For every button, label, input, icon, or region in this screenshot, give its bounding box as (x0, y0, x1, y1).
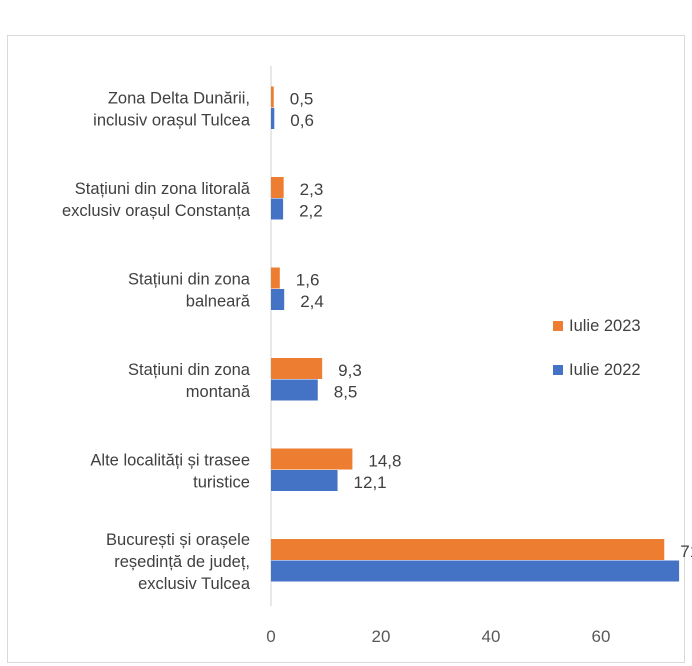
bar-iulie-2023 (271, 358, 323, 379)
category-label: reședință de județ, (114, 553, 250, 571)
data-label: 2,2 (299, 202, 323, 221)
bar-iulie-2022 (271, 289, 285, 310)
data-label: 14,8 (368, 452, 401, 471)
category-label: București și orașele (106, 531, 250, 549)
category-label: Stațiuni din zona litorală (75, 180, 251, 198)
category-label: Stațiuni din zona (128, 361, 251, 379)
category-label: turistice (193, 474, 250, 492)
legend-label: Iulie 2023 (569, 317, 641, 335)
bar-iulie-2023 (271, 177, 284, 198)
bar-iulie-2022 (271, 379, 318, 401)
category-label: exclusiv Tulcea (138, 575, 251, 593)
x-tick-label: 60 (592, 627, 611, 646)
data-label: 12,1 (354, 473, 387, 492)
x-tick-label: 20 (372, 627, 391, 646)
data-label: 9,3 (338, 361, 362, 380)
category-label: Alte localități și trasee (90, 452, 250, 470)
data-label: 0,6 (290, 111, 314, 130)
data-label: 2,3 (300, 180, 324, 199)
category-label: Stațiuni din zona (128, 271, 251, 289)
x-tick-label: 0 (266, 627, 275, 646)
x-tick-label: 40 (482, 627, 501, 646)
bar-iulie-2023 (271, 448, 353, 470)
data-label: 71,5 (680, 542, 692, 561)
bar-iulie-2023 (271, 539, 665, 560)
data-label: 0,5 (290, 90, 314, 109)
data-label: 1,6 (296, 271, 320, 290)
bar-iulie-2022 (271, 108, 275, 129)
data-label: 2,4 (300, 292, 324, 311)
category-label: exclusiv orașul Constanța (62, 202, 251, 220)
legend-swatch (553, 365, 563, 375)
bar-iulie-2023 (271, 267, 280, 289)
category-label: Zona Delta Dunării, (108, 90, 250, 108)
bar-iulie-2022 (271, 198, 284, 220)
bar-iulie-2022 (271, 470, 338, 491)
data-label: 8,5 (334, 383, 358, 402)
legend-swatch (553, 321, 563, 331)
bar-iulie-2023 (271, 86, 274, 108)
bar-iulie-2022 (271, 560, 680, 582)
category-label: montană (186, 383, 251, 401)
legend-label: Iulie 2022 (569, 361, 641, 379)
category-label: balneară (186, 293, 251, 311)
category-label: inclusiv orașul Tulcea (93, 112, 251, 130)
